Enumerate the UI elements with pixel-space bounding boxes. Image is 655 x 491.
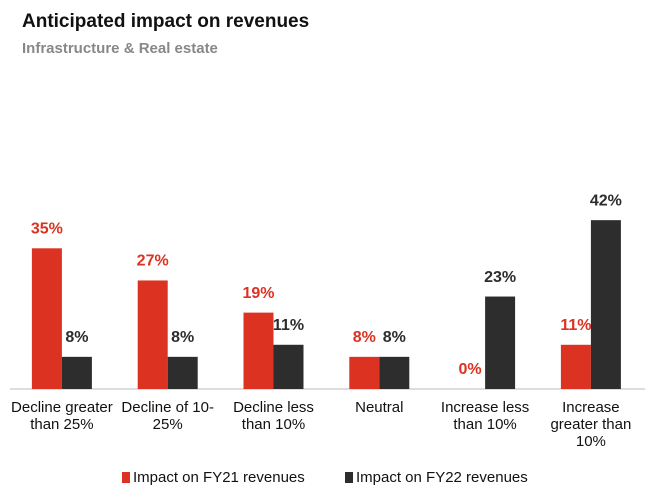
legend-swatch	[122, 472, 130, 483]
bar	[167, 356, 198, 389]
value-label: 8%	[383, 329, 406, 346]
value-label: 11%	[560, 317, 591, 334]
value-label: 0%	[459, 361, 482, 378]
x-tick-label: Decline less than 10%	[233, 399, 314, 433]
legend-label: Impact on FY22 revenues	[356, 469, 528, 486]
value-label: 11%	[273, 317, 304, 334]
x-tick-label: Decline greater than 25%	[11, 399, 113, 433]
bar	[243, 312, 274, 389]
legend-label: Impact on FY21 revenues	[133, 469, 305, 486]
value-label: 23%	[484, 269, 516, 286]
chart-title: Anticipated impact on revenues	[22, 11, 309, 32]
bar	[379, 356, 410, 389]
bar	[485, 296, 516, 389]
value-label: 19%	[242, 285, 274, 302]
x-tick-label: Increase less than 10%	[440, 399, 530, 433]
bar	[349, 356, 380, 389]
value-label: 8%	[353, 329, 376, 346]
bar	[273, 344, 304, 389]
value-label: 42%	[590, 192, 622, 209]
legend-swatch	[345, 472, 353, 483]
value-label: 35%	[31, 221, 63, 238]
bar	[61, 356, 92, 389]
bar	[560, 344, 591, 389]
value-label: 8%	[65, 329, 88, 346]
bar	[590, 220, 621, 389]
chart-subtitle: Infrastructure & Real estate	[22, 40, 218, 57]
x-tick-label: Increase greater than 10%	[550, 399, 632, 450]
x-tick-label: Decline of 10-25%	[121, 399, 214, 433]
value-label: 8%	[171, 329, 194, 346]
x-tick-label: Neutral	[355, 399, 404, 416]
bar	[31, 248, 62, 389]
bar	[137, 280, 168, 389]
value-label: 27%	[137, 253, 169, 270]
